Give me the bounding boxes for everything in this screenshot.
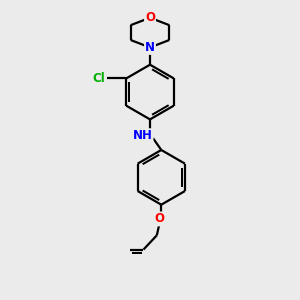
Text: O: O <box>145 11 155 24</box>
Text: O: O <box>155 212 165 226</box>
Text: N: N <box>145 41 155 54</box>
Text: NH: NH <box>133 129 152 142</box>
Text: Cl: Cl <box>92 72 105 85</box>
